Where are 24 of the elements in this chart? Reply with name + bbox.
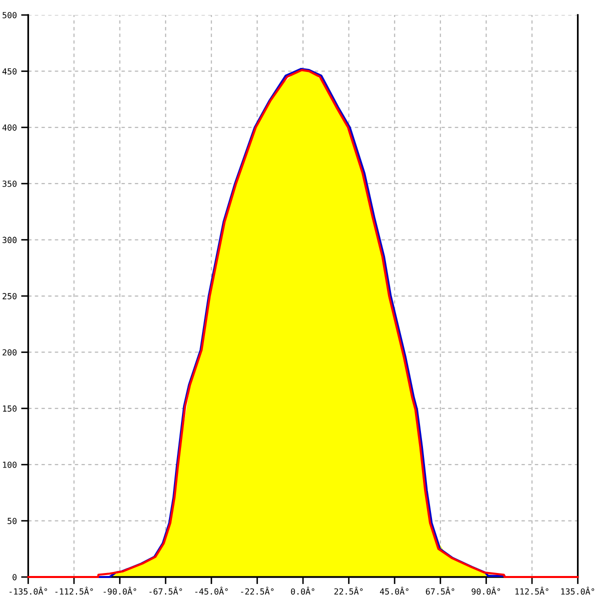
y-tick-label: 450 xyxy=(2,68,17,75)
y-tick-label: 400 xyxy=(2,124,17,131)
x-tick-label: -22.5Â° xyxy=(241,586,274,595)
y-tick-label: 350 xyxy=(2,180,17,187)
y-tick-label: 0 xyxy=(12,574,17,580)
y-tick-label: 500 xyxy=(2,12,17,18)
x-tick-label: 135.0Â° xyxy=(561,586,594,595)
x-tick-label: 0.0Â° xyxy=(291,586,314,595)
x-tick-label: 90.0Â° xyxy=(472,586,500,595)
y-tick-label: 300 xyxy=(2,236,17,244)
x-tick-label: -90.0Â° xyxy=(104,586,136,595)
x-tick-label: 67.5Â° xyxy=(426,586,454,595)
y-tick-label: 250 xyxy=(2,293,17,300)
x-tick-label: 112.5Â° xyxy=(515,586,548,595)
y-tick-label: 50 xyxy=(8,518,17,524)
x-tick-label: 45.0Â° xyxy=(380,586,408,595)
x-tick-label: -135.0Â° xyxy=(10,586,48,595)
x-tick-label: -45.0Â° xyxy=(195,586,228,595)
y-tick-label: 150 xyxy=(3,405,17,412)
y-tick-label: 200 xyxy=(2,349,17,356)
y-tick-label: 100 xyxy=(3,462,17,468)
x-tick-label: 22.5Â° xyxy=(334,586,363,595)
x-tick-label: -112.5Â° xyxy=(55,586,93,595)
x-tick-label: -67.5Â° xyxy=(149,586,182,595)
